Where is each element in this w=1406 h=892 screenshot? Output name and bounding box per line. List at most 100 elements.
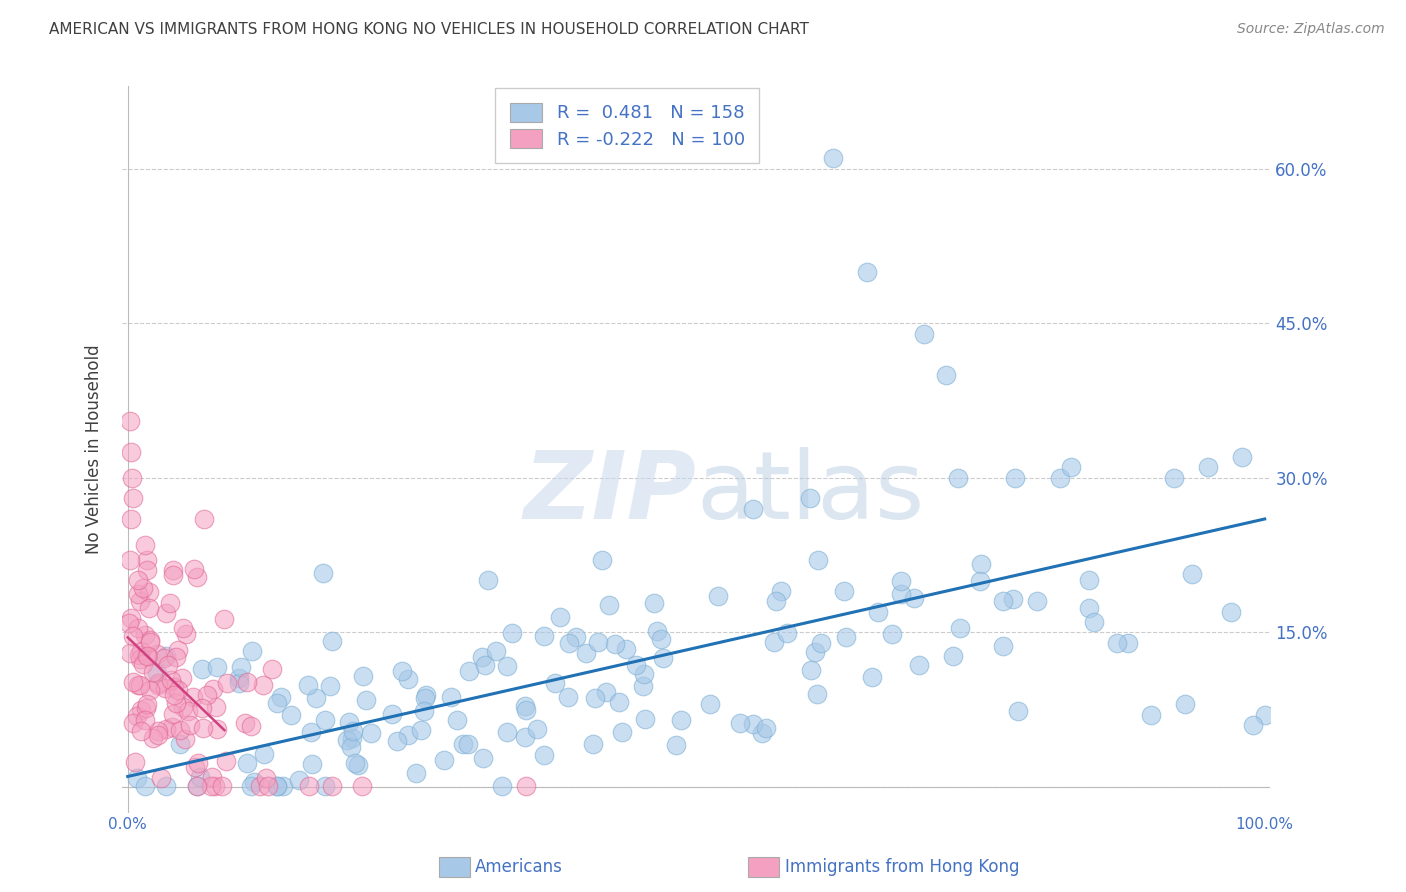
Text: ZIP: ZIP xyxy=(523,447,696,539)
Point xyxy=(1001,592,1024,607)
Point xyxy=(533,629,555,643)
Point xyxy=(254,772,277,786)
Point xyxy=(385,734,408,748)
Point xyxy=(165,650,187,665)
Point xyxy=(135,701,157,715)
Point xyxy=(1241,718,1264,732)
Point xyxy=(118,414,141,428)
Point xyxy=(197,688,219,702)
Point xyxy=(155,722,177,736)
Point xyxy=(472,750,495,764)
Point xyxy=(633,667,655,681)
Point xyxy=(645,624,668,639)
Point xyxy=(191,701,214,715)
Point xyxy=(1116,635,1139,649)
Point xyxy=(890,574,912,588)
Point xyxy=(835,630,858,644)
Y-axis label: No Vehicles in Household: No Vehicles in Household xyxy=(86,344,103,554)
Point xyxy=(139,682,162,697)
Point xyxy=(412,704,434,718)
Point xyxy=(150,771,173,785)
Point xyxy=(202,681,225,696)
Point xyxy=(186,779,208,793)
Point xyxy=(136,553,159,567)
Point xyxy=(903,591,925,605)
Point xyxy=(533,747,555,762)
Point xyxy=(633,679,655,693)
Point xyxy=(582,737,605,751)
Point xyxy=(586,635,609,649)
Point xyxy=(201,770,224,784)
Point xyxy=(233,716,256,731)
Point xyxy=(172,700,194,714)
Point xyxy=(122,716,145,731)
Point xyxy=(146,678,169,692)
Point xyxy=(187,756,209,770)
Legend: R =  0.481   N = 158, R = -0.222   N = 100: R = 0.481 N = 158, R = -0.222 N = 100 xyxy=(495,88,759,163)
Point xyxy=(565,630,588,644)
Point xyxy=(495,725,517,739)
Point xyxy=(1163,471,1185,485)
Point xyxy=(188,770,211,784)
Point xyxy=(311,566,333,580)
Point xyxy=(598,598,620,612)
Point xyxy=(177,704,200,718)
Point xyxy=(340,740,363,755)
Point xyxy=(167,683,190,698)
Point xyxy=(342,724,364,739)
Point xyxy=(236,675,259,690)
Point xyxy=(186,570,208,584)
Point xyxy=(446,714,468,728)
Point xyxy=(860,670,883,684)
Point xyxy=(162,568,184,582)
Point xyxy=(257,779,280,793)
Point xyxy=(491,779,513,793)
Point xyxy=(583,690,606,705)
Point xyxy=(381,707,404,722)
Point xyxy=(513,698,536,713)
Point xyxy=(800,663,823,677)
Point xyxy=(391,664,413,678)
Point xyxy=(855,265,877,279)
Point xyxy=(409,723,432,738)
Point xyxy=(728,715,751,730)
Point xyxy=(821,152,844,166)
Point xyxy=(1060,460,1083,475)
Point xyxy=(166,643,188,657)
Point xyxy=(160,673,183,688)
Point xyxy=(288,772,311,787)
Point xyxy=(134,628,156,642)
Point xyxy=(1004,471,1026,485)
Point xyxy=(1083,615,1105,629)
Point xyxy=(548,610,571,624)
Point xyxy=(125,708,148,723)
Point xyxy=(121,471,143,485)
Point xyxy=(134,538,156,552)
Point xyxy=(122,491,145,506)
Point xyxy=(120,610,142,624)
Point xyxy=(340,731,363,745)
Point xyxy=(742,717,765,731)
Point xyxy=(451,737,474,751)
Point xyxy=(993,594,1015,608)
Point xyxy=(868,605,890,619)
Point xyxy=(142,665,165,680)
Point xyxy=(612,724,634,739)
Point xyxy=(174,627,197,641)
Point xyxy=(908,657,931,672)
Point xyxy=(170,671,193,685)
Point xyxy=(138,584,160,599)
Point xyxy=(440,690,463,704)
Point xyxy=(352,669,374,683)
Point xyxy=(153,681,176,696)
Point xyxy=(993,639,1015,653)
Point xyxy=(211,779,233,793)
Point xyxy=(243,775,266,789)
Point xyxy=(193,511,215,525)
Point xyxy=(575,646,598,660)
Point xyxy=(136,648,159,663)
Point xyxy=(236,756,259,770)
Point xyxy=(807,553,830,567)
Point xyxy=(832,584,855,599)
Point xyxy=(184,760,207,774)
